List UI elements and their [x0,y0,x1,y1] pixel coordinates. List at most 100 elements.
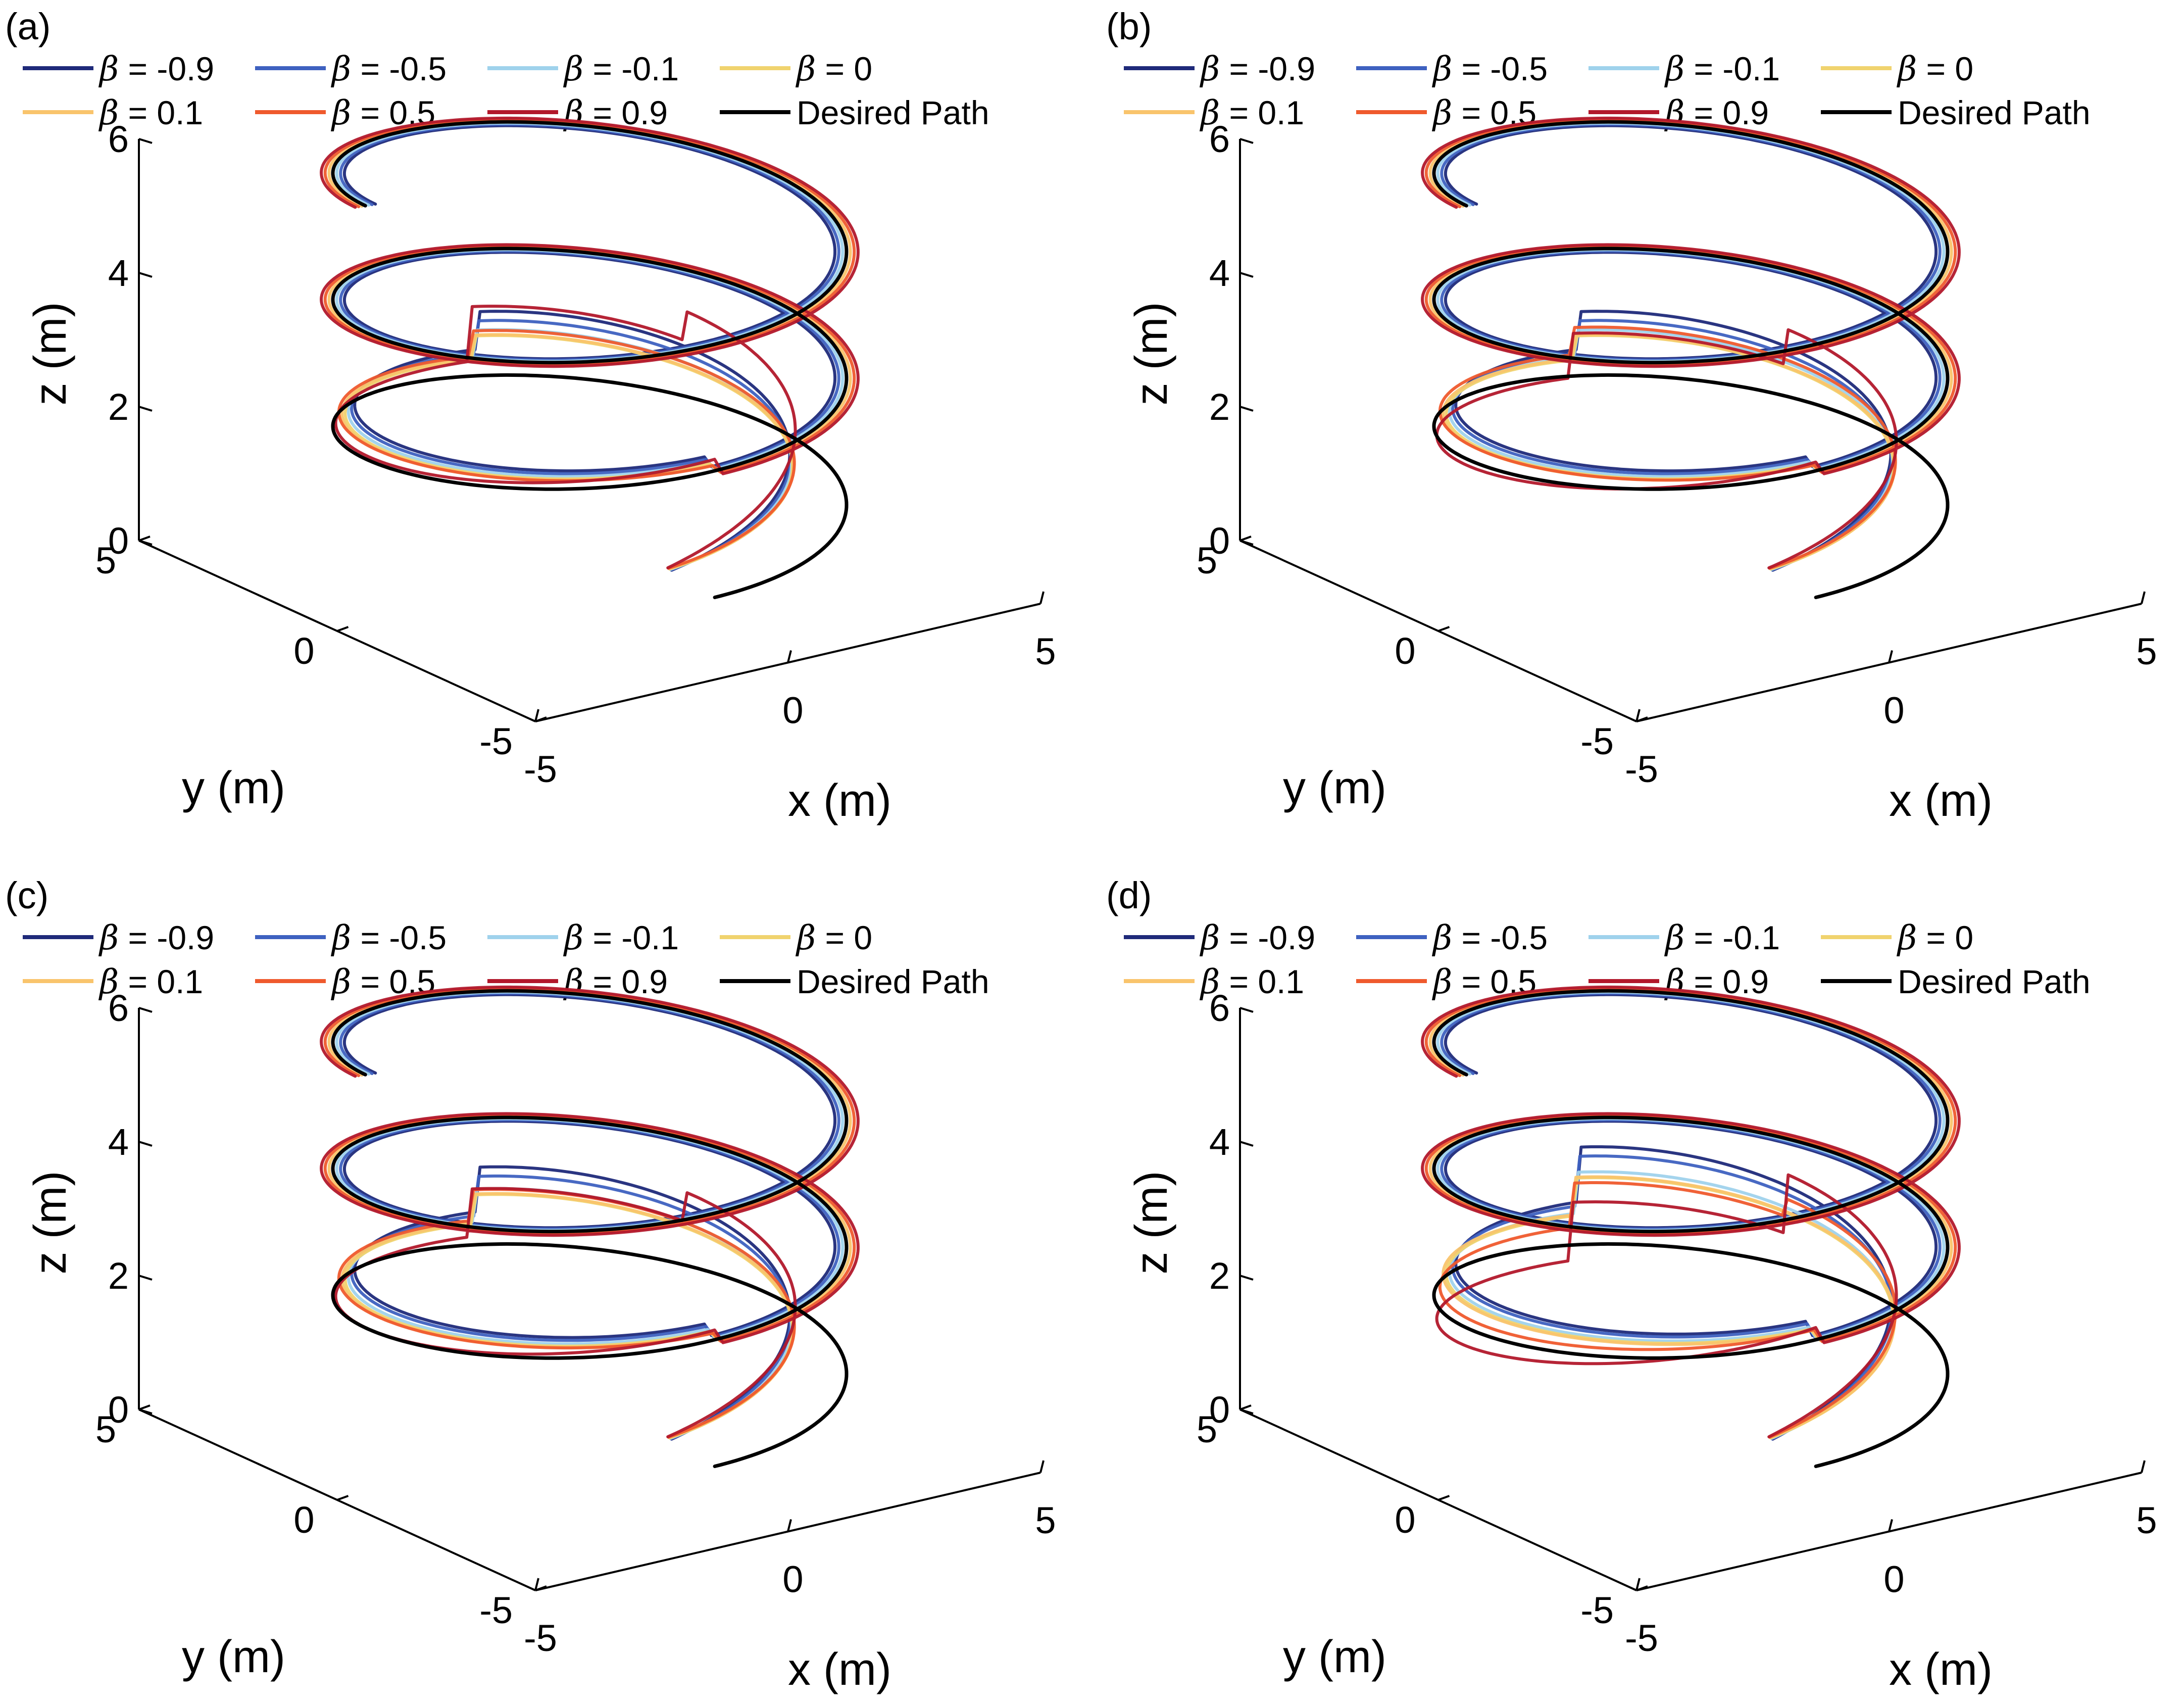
y-tick [1636,1585,1648,1591]
x-tick-label: 5 [1035,630,1056,672]
legend-entry: Desired Path [1898,963,2091,1000]
z-tick [138,406,153,412]
y-tick [1636,716,1648,722]
x-axis-label: x (m) [788,1644,891,1695]
z-tick-label: 0 [1209,1389,1230,1431]
x-tick [534,709,539,722]
y-tick-label: 5 [1197,1408,1217,1450]
y-tick [138,536,151,542]
x-tick [1039,591,1045,604]
y-tick-label: 0 [293,1499,314,1541]
y-tick [535,1585,547,1591]
z-tick-label: 6 [108,118,129,160]
legend-entry: β = -0.1 [1664,918,1780,957]
y-tick [336,626,349,632]
z-tick [1239,540,1254,546]
x-tick [1888,1519,1893,1532]
axes [138,1008,1041,1591]
z-tick-label: 6 [1209,118,1230,160]
x-tick [1635,1578,1641,1591]
z-tick [1239,272,1254,278]
z-tick [1239,1408,1254,1415]
legend-entry: Desired Path [1898,94,2091,131]
z-tick [138,138,153,144]
z-tick-label: 6 [108,987,129,1029]
legend: β = -0.9 β = -0.5 β = -0.1 β = 0β = 0.1 β = … [23,50,989,132]
series-line [1421,116,1961,569]
legend-entry: β = 0 [795,918,872,957]
z-tick-label: 2 [1209,386,1230,428]
x-tick-label: 0 [1883,690,1904,732]
z-tick-label: 6 [1209,987,1230,1029]
series-line [1421,985,1961,1438]
y-tick-label: 5 [95,1408,116,1450]
z-tick-label: 4 [1209,1121,1230,1163]
x-axis-label: x (m) [1889,775,1993,826]
series-line [331,120,849,599]
x-tick-label: 0 [782,1559,803,1600]
legend-entry: β = 0.1 [1199,93,1304,132]
z-tick [1239,1275,1254,1281]
y-tick-label: -5 [1580,1589,1614,1631]
z-axis-label: z (m) [1126,302,1177,406]
z-tick-label: 0 [108,1389,129,1431]
legend-entry: β = -0.1 [1664,50,1780,88]
z-tick-label: 2 [108,1255,129,1297]
z-tick [138,1007,153,1013]
series-line [331,989,849,1468]
y-axis-label: y (m) [182,763,285,813]
axes [1239,1008,2142,1591]
legend-entry: β = -0.1 [563,918,679,957]
y-axis-label: y (m) [1283,763,1386,813]
z-tick-label: 4 [1209,252,1230,294]
legend-entry: β = 0.1 [1199,962,1304,1001]
legend-entry: β = 0 [795,50,872,88]
x-tick [534,1578,539,1591]
series-line [1432,989,1950,1468]
legend-entry: β = 0.5 [330,962,435,1001]
z-tick-label: 2 [108,386,129,428]
y-tick-label: 5 [95,540,116,581]
legend-entry: β = 0 [1896,918,1973,957]
x-tick-label: -5 [1625,748,1658,790]
series-line [320,116,860,569]
x-tick [2141,1460,2146,1473]
z-tick [138,1275,153,1281]
x-tick-label: 5 [1035,1499,1056,1541]
panel-label: (c) [5,874,48,916]
trajectories [1421,985,1961,1468]
x-axis-label: x (m) [788,775,891,826]
x-tick [2141,591,2146,604]
y-tick [1437,626,1450,632]
legend-entry: β = 0.1 [98,962,203,1001]
legend-entry: β = 0 [1896,50,1973,88]
trajectories [320,116,860,599]
z-tick [1239,406,1254,412]
x-tick-label: -5 [524,1617,557,1659]
y-tick [1239,536,1252,542]
z-tick-label: 4 [108,1121,129,1163]
y-tick [336,1495,349,1501]
y-axis-label: y (m) [1283,1632,1386,1682]
z-axis-label: z (m) [1126,1171,1177,1275]
legend-entry: β = 0.1 [98,93,203,132]
z-tick [138,272,153,278]
legend-entry: Desired Path [797,94,989,131]
z-tick-label: 0 [108,520,129,562]
z-tick-label: 4 [108,252,129,294]
legend: β = -0.9 β = -0.5 β = -0.1 β = 0β = 0.1 β = … [1124,50,2091,132]
legend-entry: β = -0.9 [1199,918,1315,957]
legend-entry: β = -0.9 [1199,50,1315,88]
y-tick [1239,1404,1252,1410]
legend-entry: β = -0.5 [330,50,446,88]
x-tick-label: -5 [1625,1617,1658,1659]
axes [138,139,1041,722]
y-tick-label: -5 [1580,720,1614,762]
z-tick-label: 2 [1209,1255,1230,1297]
legend-entry: β = -0.9 [98,918,214,957]
z-tick-label: 0 [1209,520,1230,562]
panel-label: (b) [1106,6,1152,47]
